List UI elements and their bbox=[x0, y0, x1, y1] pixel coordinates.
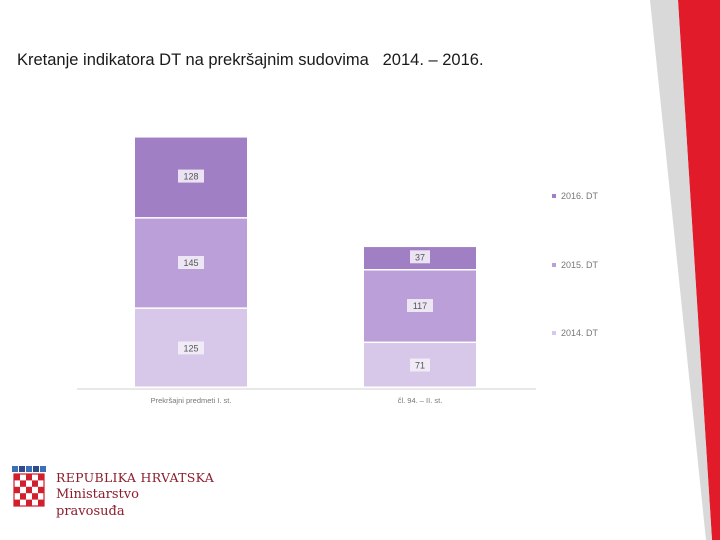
data-label-box bbox=[410, 358, 430, 372]
checkerboard bbox=[13, 473, 45, 507]
legend-label: 2015. DT bbox=[561, 260, 599, 270]
red-corner-decoration bbox=[650, 0, 720, 540]
ministry-logo-text: REPUBLIKA HRVATSKA Ministarstvo pravosuđ… bbox=[56, 470, 214, 520]
legend-swatch bbox=[552, 263, 556, 267]
category-label: Prekršajni predmeti I. st. bbox=[151, 396, 232, 405]
data-label-box bbox=[178, 169, 204, 183]
logo-line-republic: REPUBLIKA HRVATSKA bbox=[56, 470, 215, 485]
data-label-box bbox=[410, 250, 430, 264]
legend-swatch bbox=[552, 331, 556, 335]
crown bbox=[12, 466, 46, 472]
data-label-box bbox=[407, 299, 433, 313]
data-label: 125 bbox=[183, 343, 198, 353]
red-stripe bbox=[678, 0, 720, 540]
legend-label: 2014. DT bbox=[561, 328, 599, 338]
data-label-box bbox=[178, 341, 204, 355]
slide-title: Kretanje indikatora DT na prekršajnim su… bbox=[17, 51, 484, 69]
legend-label: 2016. DT bbox=[561, 191, 599, 201]
grey-stripe bbox=[650, 0, 712, 540]
data-label: 128 bbox=[183, 172, 198, 182]
legend-swatch bbox=[552, 194, 556, 198]
data-label: 117 bbox=[413, 301, 427, 311]
data-label: 37 bbox=[415, 252, 425, 262]
data-label-box bbox=[178, 255, 204, 269]
data-label: 145 bbox=[183, 258, 198, 268]
category-label: čl. 94. – II. st. bbox=[398, 396, 443, 405]
croatian-coat-of-arms-icon bbox=[12, 466, 46, 507]
logo-line-ministry: Ministarstvo bbox=[56, 487, 139, 502]
data-label: 71 bbox=[415, 361, 425, 371]
logo-line-justice: pravosuđa bbox=[56, 504, 125, 519]
